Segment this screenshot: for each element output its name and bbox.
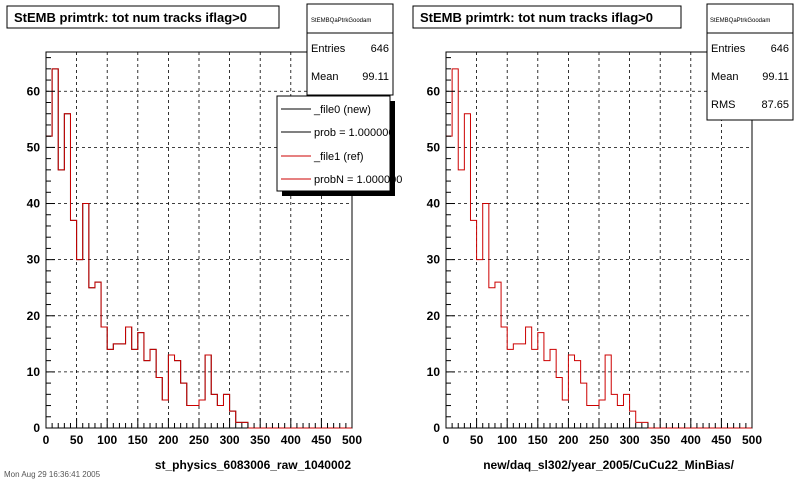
right-stats-box: StEMBQaPtrkGoodam Entries 646 Mean 99.11… (706, 3, 794, 121)
right-stats-entries-value: 646 (771, 43, 789, 55)
y-tick-label: 20 (27, 309, 41, 323)
right-title: StEMB primtrk: tot num tracks iflag>0 (420, 10, 653, 25)
y-tick-label: 0 (33, 421, 40, 435)
y-tick-label: 10 (427, 365, 441, 379)
left-series-ref-line (46, 68, 352, 429)
right-stats-name: StEMBQaPtrkGoodam (710, 18, 770, 24)
right-stats-entries-label: Entries (711, 43, 746, 55)
legend-label-2: _file1 (ref) (313, 151, 364, 163)
x-tick-label: 200 (558, 433, 578, 447)
left-x-ticks: 0 50 100 150 200 250 300 350 400 450 500 (43, 418, 362, 447)
x-tick-label: 100 (497, 433, 517, 447)
legend-label-1: prob = 1.000000 (314, 127, 394, 139)
y-tick-label: 30 (427, 253, 441, 267)
y-tick-label: 60 (427, 84, 441, 98)
x-tick-label: 400 (281, 433, 301, 447)
legend: _file0 (new) prob = 1.000000 _file1 (ref… (276, 95, 402, 196)
left-stats-name: StEMBQaPtrkGoodam (311, 18, 371, 24)
right-y-ticks: 0 10 20 30 40 50 60 (427, 57, 455, 435)
x-tick-label: 50 (470, 433, 484, 447)
y-tick-label: 30 (27, 253, 41, 267)
left-title-box (6, 5, 280, 29)
left-stats-entries-value: 646 (371, 43, 389, 55)
y-tick-label: 0 (433, 421, 440, 435)
right-x-axis-label: new/daq_sl302/year_2005/CuCu22_MinBias/ (483, 458, 734, 472)
x-tick-label: 350 (650, 433, 670, 447)
footer-timestamp: Mon Aug 29 16:36:41 2005 (4, 470, 101, 479)
right-stats-mean-label: Mean (711, 71, 739, 83)
legend-label-0: _file0 (new) (313, 104, 371, 116)
y-tick-label: 20 (427, 309, 441, 323)
right-x-ticks: 0 50 100 150 200 250 300 350 400 450 500 (443, 418, 762, 447)
x-tick-label: 350 (250, 433, 270, 447)
y-tick-label: 50 (27, 140, 41, 154)
x-tick-label: 100 (97, 433, 117, 447)
y-tick-label: 50 (427, 140, 441, 154)
left-stats-mean-label: Mean (311, 71, 339, 83)
right-plot: 0 50 100 150 200 250 300 350 400 450 500 0 10 20 30 40… (427, 51, 762, 447)
x-tick-label: 400 (681, 433, 701, 447)
left-y-ticks: 0 10 20 30 40 50 60 (27, 57, 55, 435)
right-series-line (446, 68, 752, 429)
x-tick-label: 300 (620, 433, 640, 447)
y-tick-label: 40 (427, 197, 441, 211)
right-title-box (412, 5, 682, 29)
right-panel: StEMB primtrk: tot num tracks iflag>0 0 5… (412, 3, 794, 472)
x-tick-label: 50 (70, 433, 84, 447)
left-panel: StEMB primtrk: tot num tracks iflag>0 0 5… (6, 3, 402, 472)
right-stats-rms-value: 87.65 (761, 99, 789, 111)
x-tick-label: 250 (589, 433, 609, 447)
right-stats-rms-label: RMS (711, 99, 735, 111)
x-tick-label: 450 (711, 433, 731, 447)
left-stats-box: StEMBQaPtrkGoodam Entries 646 Mean 99.11 (306, 3, 394, 96)
x-tick-label: 150 (528, 433, 548, 447)
y-tick-label: 60 (27, 84, 41, 98)
x-tick-label: 200 (158, 433, 178, 447)
left-x-axis-label: st_physics_6083006_raw_1040002 (155, 458, 351, 472)
left-stats-mean-value: 99.11 (362, 71, 389, 83)
left-stats-entries-label: Entries (311, 43, 346, 55)
y-tick-label: 10 (27, 365, 41, 379)
x-tick-label: 500 (342, 433, 362, 447)
y-tick-label: 40 (27, 197, 41, 211)
x-tick-label: 300 (220, 433, 240, 447)
x-tick-label: 0 (43, 433, 50, 447)
x-tick-label: 150 (128, 433, 148, 447)
left-title: StEMB primtrk: tot num tracks iflag>0 (14, 10, 247, 25)
x-tick-label: 450 (311, 433, 331, 447)
legend-label-3: probN = 1.000000 (314, 174, 402, 186)
x-tick-label: 0 (443, 433, 450, 447)
x-tick-label: 500 (742, 433, 762, 447)
x-tick-label: 250 (189, 433, 209, 447)
right-stats-mean-value: 99.11 (762, 71, 789, 83)
